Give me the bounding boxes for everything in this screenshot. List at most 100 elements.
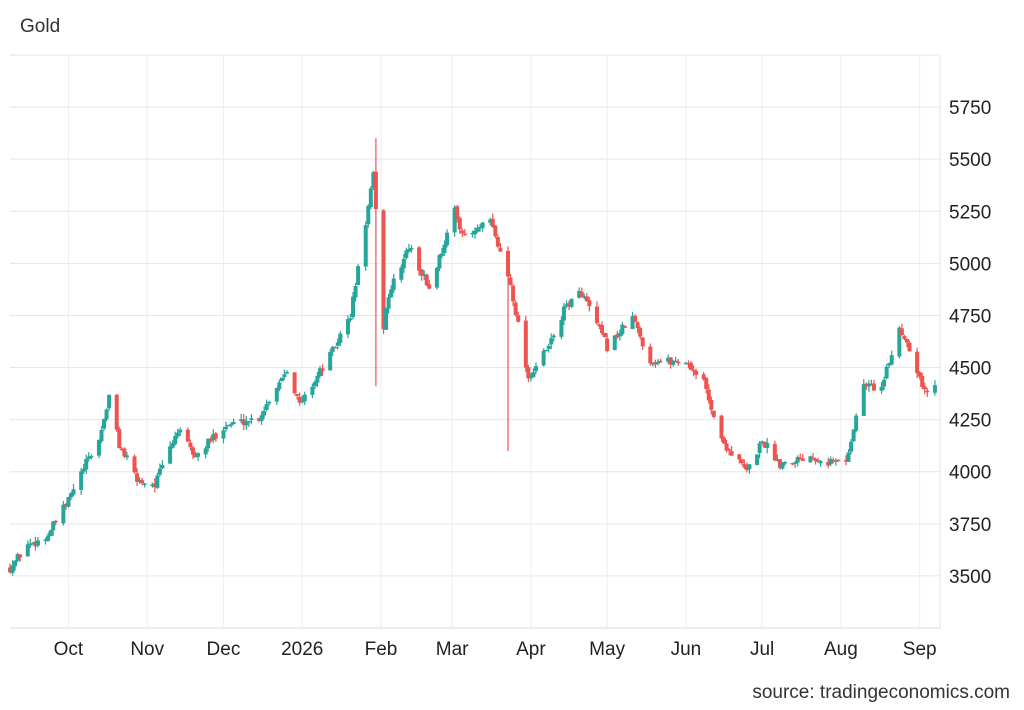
candle-body: [406, 249, 411, 252]
candle-body: [107, 394, 112, 409]
candle-body: [922, 386, 927, 390]
candle-body: [160, 464, 165, 469]
candle-body: [371, 172, 376, 189]
candle-body: [462, 233, 467, 236]
candle-body: [932, 385, 937, 393]
x-tick-label: Dec: [207, 639, 241, 660]
candle-body: [259, 415, 264, 422]
candle-body: [231, 421, 236, 425]
candle-body: [119, 448, 124, 451]
candle-body: [282, 374, 287, 378]
candle-body: [795, 456, 800, 463]
candle-body: [790, 462, 795, 465]
candle-body: [706, 389, 711, 401]
candle-body: [262, 410, 267, 416]
candle-body: [249, 418, 254, 420]
candle-body: [818, 461, 823, 464]
candle-body: [828, 459, 833, 465]
candle-body: [229, 424, 234, 426]
candle-body: [188, 442, 193, 448]
candle-body: [528, 376, 533, 379]
candle-body: [30, 543, 35, 545]
candle-body: [594, 306, 599, 324]
candle-body: [257, 418, 262, 421]
candle-body: [366, 205, 371, 225]
candle-body: [810, 457, 815, 460]
candle-body: [658, 360, 663, 363]
candle-body: [185, 429, 190, 442]
candle-body: [737, 454, 742, 460]
candle-body: [137, 479, 142, 482]
candle-body: [549, 338, 554, 345]
candle-body: [142, 483, 147, 485]
candle-body: [605, 338, 610, 352]
candle-body: [493, 225, 498, 237]
candle-body: [816, 460, 821, 462]
candle-body: [722, 437, 727, 444]
candle-body: [457, 217, 462, 230]
candle-body: [152, 483, 157, 488]
x-tick-label: Jul: [750, 639, 774, 660]
candle-body: [437, 255, 442, 269]
y-tick-label: 5500: [949, 150, 991, 171]
candle-body: [175, 432, 180, 437]
candle-body: [559, 319, 564, 337]
candle-body: [99, 429, 104, 442]
candle-body: [196, 453, 201, 457]
y-tick-label: 4750: [949, 306, 991, 327]
candle-body: [709, 399, 714, 410]
candle-body: [427, 284, 432, 289]
candle-body: [887, 363, 892, 366]
candle-body: [615, 334, 620, 338]
candle-body: [33, 541, 38, 547]
candle-body: [775, 459, 780, 461]
candle-body: [544, 349, 549, 352]
candle-body: [673, 360, 678, 363]
candle-body: [409, 248, 414, 250]
candle-body: [155, 475, 160, 488]
candle-body: [478, 227, 483, 229]
candle-body: [495, 236, 500, 247]
candle-body: [452, 207, 457, 233]
candle-body: [267, 401, 272, 404]
candle-body: [203, 448, 208, 455]
y-tick-label: 3750: [949, 515, 991, 536]
candle-body: [882, 379, 887, 387]
candle-body: [315, 375, 320, 383]
candle-body: [353, 285, 358, 298]
candle-body: [173, 436, 178, 445]
candle-body: [480, 222, 485, 228]
candle-body: [899, 328, 904, 336]
x-tick-label: Nov: [130, 639, 164, 660]
candle-body: [193, 454, 198, 458]
candle-body: [861, 384, 866, 416]
candle-body: [866, 383, 871, 387]
candle-body: [516, 315, 521, 322]
candle-body: [508, 277, 513, 286]
candle-body: [851, 429, 856, 442]
candle-body: [15, 554, 20, 561]
candle-body: [813, 458, 818, 461]
candle-body: [798, 457, 803, 460]
candle-body: [460, 230, 465, 234]
candle-layer: [8, 138, 937, 576]
candle-body: [925, 390, 930, 393]
chart-source: source: tradingeconomics.com: [752, 682, 1010, 703]
candle-body: [567, 303, 572, 307]
candle-body: [772, 443, 777, 461]
candle-body: [617, 333, 622, 337]
candle-body: [879, 386, 884, 391]
candle-body: [81, 468, 86, 472]
candle-body: [274, 388, 279, 402]
candle-body: [221, 430, 226, 439]
candle-body: [506, 250, 511, 277]
candle-body: [843, 460, 848, 462]
candle-body: [760, 441, 765, 443]
candle-body: [63, 503, 68, 506]
candle-body: [223, 426, 228, 430]
candle-body: [531, 372, 536, 378]
candle-body: [312, 382, 317, 387]
candle-body: [295, 394, 300, 396]
candle-body: [849, 441, 854, 452]
candle-body: [831, 460, 836, 462]
